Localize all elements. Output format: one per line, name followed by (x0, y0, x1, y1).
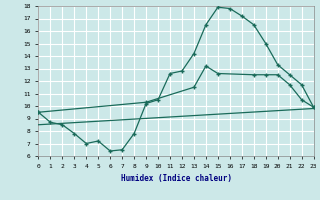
X-axis label: Humidex (Indice chaleur): Humidex (Indice chaleur) (121, 174, 231, 183)
